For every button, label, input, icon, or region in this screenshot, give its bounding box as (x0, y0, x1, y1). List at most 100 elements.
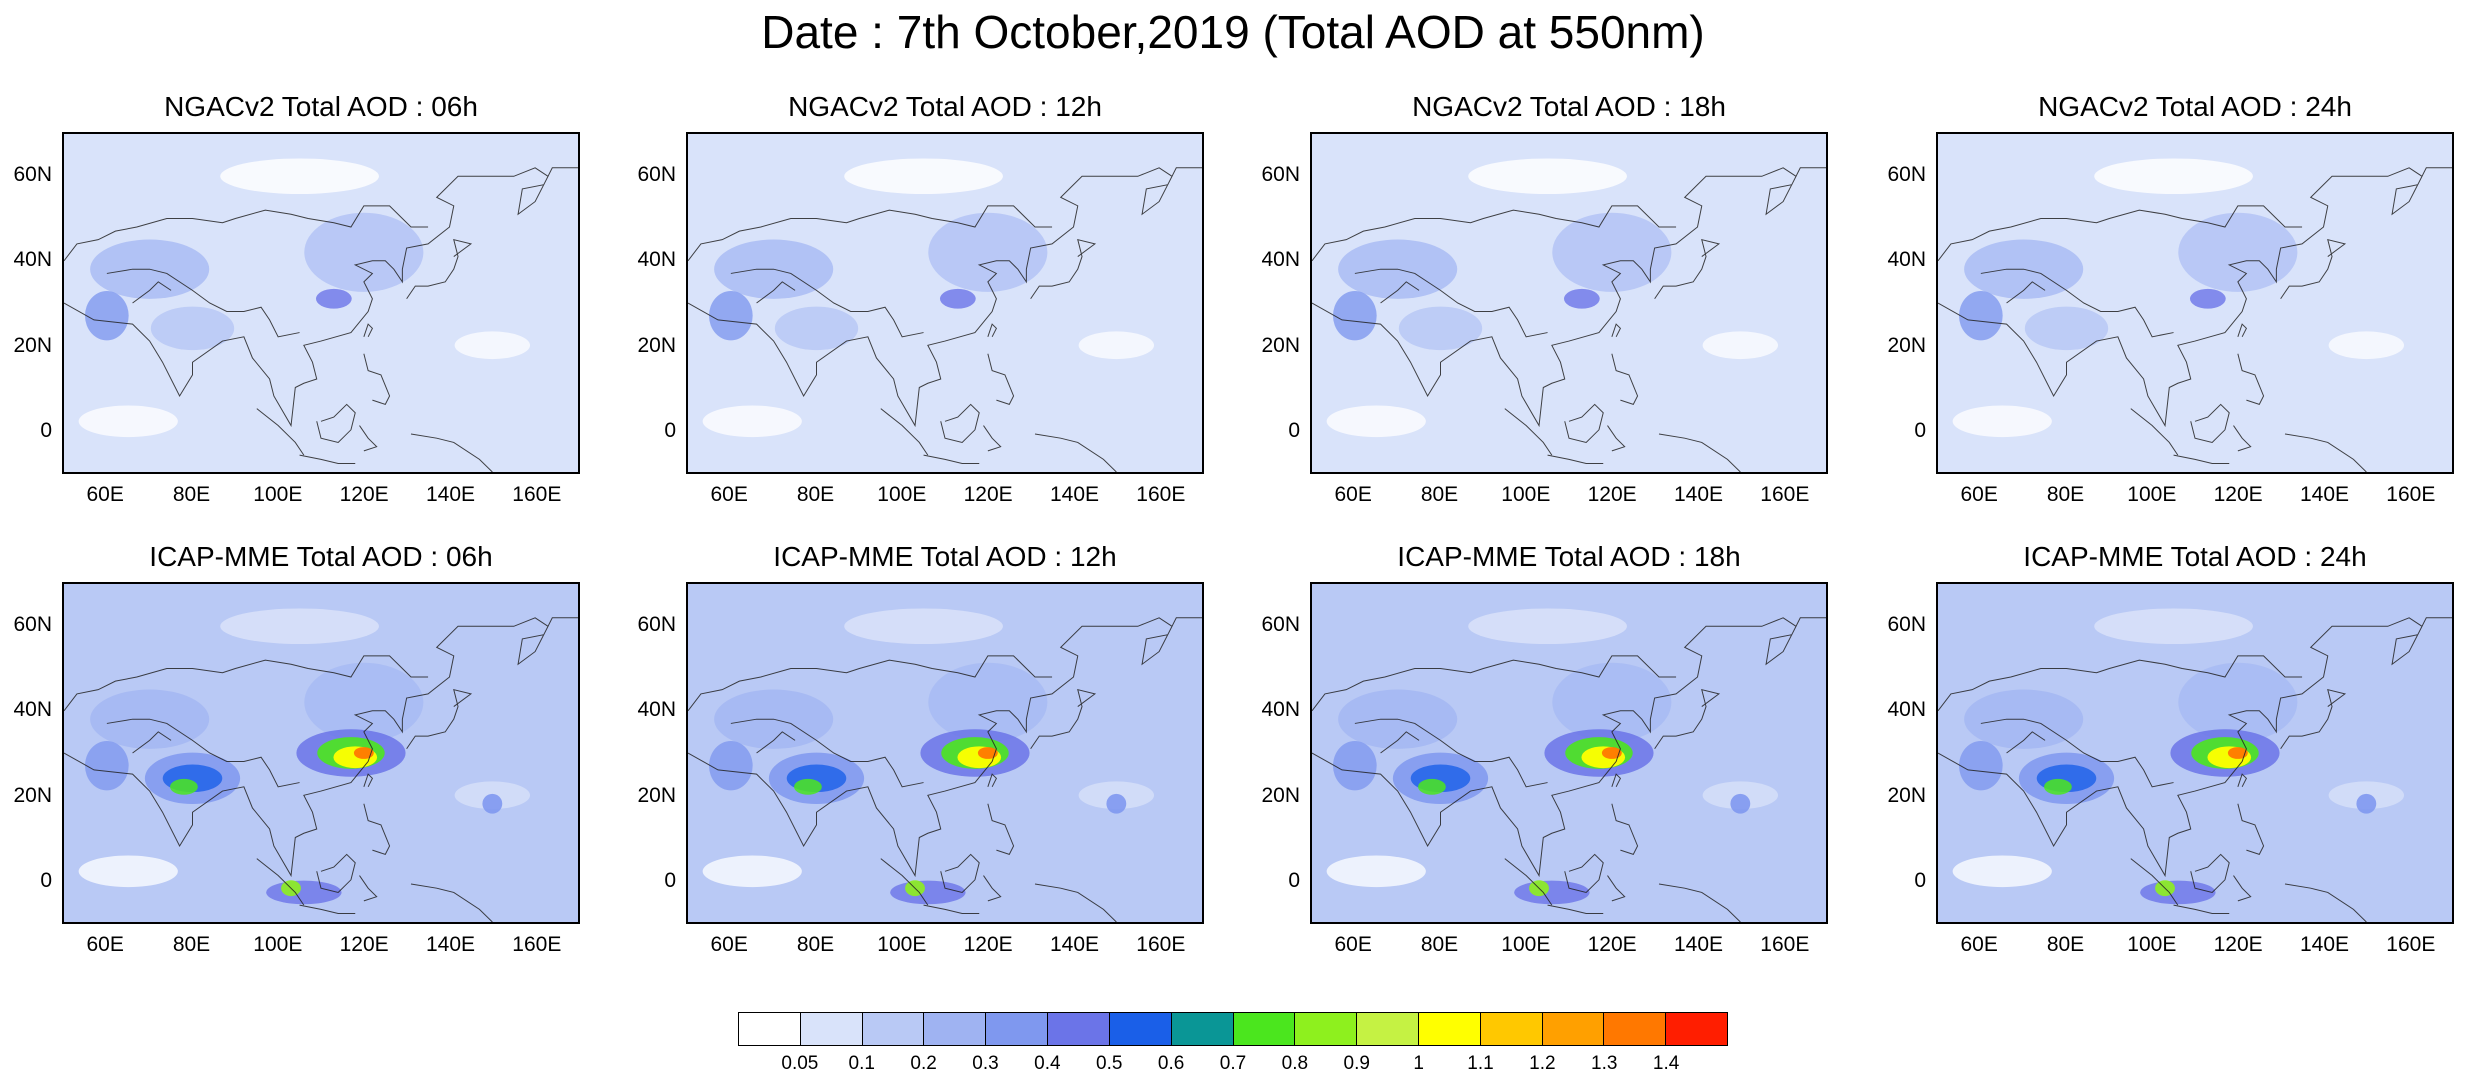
latitude-tick-label: 60N (637, 162, 676, 186)
dust-plume (1333, 740, 1377, 791)
low-aod-patch (1326, 855, 1426, 888)
longitude-tick-label: 100E (877, 933, 927, 956)
low-aod-patch (220, 608, 379, 645)
sumatra-fire-plume (266, 880, 342, 905)
dust-plume (85, 740, 129, 791)
coastline (359, 875, 378, 902)
moderate-aod-band (304, 212, 424, 292)
low-aod-patch (844, 608, 1003, 645)
latitude-tick-label: 40N (13, 248, 52, 272)
latitude-tick-label: 60N (1261, 612, 1300, 636)
coastline (1938, 655, 2303, 712)
coastline (2237, 323, 2248, 338)
panel-title: NGACv2 Total AOD : 24h (2038, 91, 2352, 122)
low-aod-patch (1952, 855, 2052, 888)
coastline (1938, 167, 2452, 428)
longitude-tick-label: 60E (710, 483, 748, 506)
coastline (2233, 875, 2252, 902)
coastline (880, 408, 929, 456)
coastline (363, 323, 374, 338)
longitude-tick-label: 140E (1673, 483, 1724, 506)
coastline (64, 617, 578, 878)
longitude-tick-label: 80E (796, 933, 835, 956)
coastline (940, 853, 980, 893)
latitude-tick-label: 20N (1261, 333, 1300, 357)
coastline (1658, 883, 1741, 922)
longitude-tick-label: 60E (86, 483, 124, 506)
latitude-tick-label: 40N (637, 698, 676, 722)
sumatra-fire-plume (1514, 880, 1590, 905)
longitude-tick-label: 100E (2127, 933, 2177, 956)
coastline (1611, 773, 1622, 788)
latitude-tick-label: 20N (1887, 783, 1926, 807)
coastline (1312, 205, 1677, 262)
colorbar-swatch (1604, 1013, 1667, 1045)
colorbar-swatch (1542, 1013, 1605, 1045)
low-aod-patch (2094, 608, 2253, 645)
map-panel-ngacv2-06h: NGACv2 Total AOD : 06h 60N 40N 20N 0 60E 80E 10… (13, 92, 580, 532)
low-aod-patch (1468, 158, 1627, 195)
coastline (1354, 718, 1548, 788)
longitude-tick-label: 160E (1136, 933, 1186, 956)
aod-field-map (688, 134, 1202, 472)
coastline (730, 268, 924, 338)
coastline (1547, 454, 1604, 464)
coastline (1312, 617, 1826, 878)
low-aod-patch (454, 331, 531, 360)
map-frame (1936, 582, 2454, 924)
coastline (299, 454, 356, 464)
east-china-core (353, 747, 374, 759)
longitude-tick-label: 80E (2046, 933, 2085, 956)
coastline (64, 205, 429, 262)
east-china-core (1601, 747, 1622, 759)
dust-plume (1959, 740, 2003, 791)
coastline (1938, 617, 2452, 878)
aod-field-map (1938, 134, 2452, 472)
coastline (316, 403, 356, 443)
colorbar-boxes (738, 1012, 1728, 1046)
east-china-plume (315, 288, 352, 309)
latitude-tick-label: 0 (40, 869, 52, 893)
coastline (1312, 167, 1826, 428)
coastline (1547, 904, 1604, 914)
coastline (688, 205, 1053, 262)
coastline (1658, 433, 1741, 472)
coastline (688, 655, 1053, 712)
map-panel-ngacv2-24h: NGACv2 Total AOD : 24h 60N 40N 20N 0 60E 80E 10… (1887, 92, 2454, 532)
colorbar-swatch (1233, 1013, 1296, 1045)
latitude-tick-label: 40N (1261, 698, 1300, 722)
coastline (756, 731, 796, 754)
colorbar-swatch (1666, 1013, 1727, 1045)
colorbar-swatch (862, 1013, 925, 1045)
coastline (316, 853, 356, 893)
moderate-aod-band (928, 212, 1048, 292)
longitude-tick-label: 120E (2213, 933, 2263, 956)
longitude-tick-label: 140E (1049, 933, 1100, 956)
latitude-tick-label: 0 (40, 419, 52, 443)
coastline (688, 617, 1202, 878)
indo-gangetic-plume (774, 306, 859, 351)
longitude-tick-label: 160E (1136, 483, 1186, 506)
colorbar-level-label: 0.1 (848, 1053, 875, 1074)
latitude-tick-label: 40N (1887, 698, 1926, 722)
sumatra-fire-plume (2140, 880, 2216, 905)
coastline (880, 858, 929, 906)
coastline (406, 688, 473, 750)
colorbar-swatch (1295, 1013, 1358, 1045)
colorbar-level-label: 1.4 (1652, 1053, 1680, 1074)
latitude-tick-label: 60N (1887, 612, 1926, 636)
coastline (2284, 433, 2367, 472)
east-china-plume (939, 288, 976, 309)
colorbar-level-label: 1.1 (1467, 1053, 1494, 1074)
latitude-tick-label: 60N (13, 612, 52, 636)
coastline (987, 773, 998, 788)
coastline (106, 268, 300, 338)
coastline (256, 408, 305, 456)
colorbar-swatch (800, 1013, 863, 1045)
longitude-tick-label: 100E (877, 483, 927, 506)
longitude-tick-label: 80E (1420, 483, 1459, 506)
longitude-tick-label: 60E (86, 933, 124, 956)
indo-gangetic-core (170, 778, 198, 795)
coastline (363, 773, 374, 788)
latitude-tick-label: 60N (1261, 162, 1300, 186)
